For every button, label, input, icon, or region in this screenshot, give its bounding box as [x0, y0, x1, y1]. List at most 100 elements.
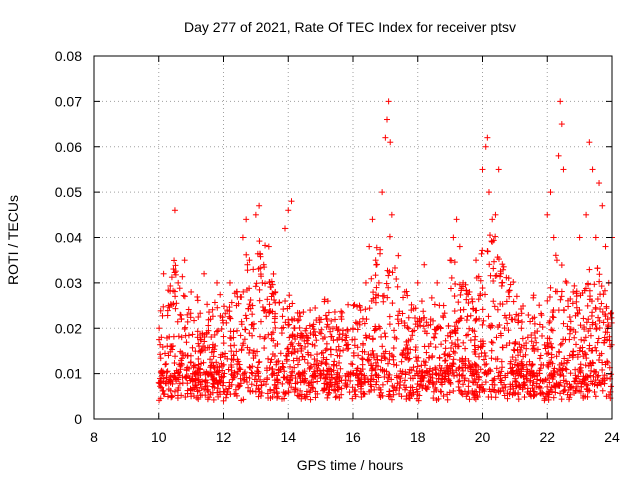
data-point-cloud: [488, 355, 495, 362]
data-point-cloud: [506, 340, 513, 347]
data-point-cloud: [220, 319, 227, 326]
data-point-cloud: [213, 328, 220, 335]
data-point-cloud: [565, 303, 572, 310]
data-point-cloud: [394, 380, 401, 387]
data-point-cloud: [454, 325, 461, 332]
data-point-cloud: [349, 395, 356, 402]
data-point-cloud: [266, 309, 273, 316]
data-point-cloud: [197, 336, 204, 343]
data-point-cloud: [494, 324, 501, 331]
x-tick-label: 18: [410, 429, 426, 445]
data-point: [291, 325, 298, 332]
data-point-cloud: [258, 382, 265, 389]
data-point-cloud: [185, 306, 192, 313]
data-point-cloud: [581, 380, 588, 387]
data-point-cloud: [407, 346, 414, 353]
data-point-cloud: [488, 347, 495, 354]
data-point-cloud: [487, 272, 494, 279]
data-point-cloud: [228, 361, 235, 368]
data-point-cloud: [566, 396, 573, 403]
data-point-cloud: [432, 344, 439, 351]
data-point-cloud: [187, 359, 194, 366]
data-point-cloud: [332, 316, 339, 323]
data-point-cloud: [587, 359, 594, 366]
data-point-cloud: [593, 326, 600, 333]
data-point-cloud: [463, 296, 470, 303]
data-point-cloud: [471, 392, 478, 399]
data-point-cloud: [373, 261, 380, 268]
data-point-cloud: [275, 369, 282, 376]
data-point-cloud: [455, 378, 462, 385]
data-point-cloud: [362, 379, 369, 386]
data-point-cloud: [530, 369, 537, 376]
data-point-cloud: [286, 303, 293, 310]
data-point: [272, 288, 279, 295]
y-axis-ticks: 0 0.01 0.02 0.03 0.04 0.05 0.06 0.07 0.08: [55, 48, 612, 427]
data-point: [547, 189, 554, 196]
data-point-cloud: [256, 286, 263, 293]
data-point: [479, 166, 486, 173]
data-point-cloud: [273, 359, 280, 366]
data-point-cloud: [248, 369, 255, 376]
data-point: [599, 202, 606, 209]
data-point: [388, 211, 395, 218]
data-point-cloud: [310, 331, 317, 338]
data-point-cloud: [309, 341, 316, 348]
data-point-cloud: [264, 374, 271, 381]
data-point-cloud: [524, 376, 531, 383]
data-point-cloud: [320, 367, 327, 374]
data-point: [563, 279, 570, 286]
data-point-cloud: [600, 291, 607, 298]
data-point: [447, 257, 454, 264]
data-point-cloud: [482, 369, 489, 376]
data-point-cloud: [531, 314, 538, 321]
data-point: [239, 234, 246, 241]
data-point-cloud: [528, 338, 535, 345]
data-point-cloud: [234, 327, 241, 334]
data-point-cloud: [271, 319, 278, 326]
data-point-cloud: [228, 371, 235, 378]
data-point-cloud: [536, 302, 543, 309]
data-point-cloud: [533, 380, 540, 387]
data-point: [518, 325, 525, 332]
data-point-cloud: [351, 336, 358, 343]
data-point-cloud: [484, 248, 491, 255]
data-point-cloud: [302, 394, 309, 401]
data-point-cloud: [242, 312, 249, 319]
data-point-cloud: [213, 359, 220, 366]
data-point-cloud: [333, 346, 340, 353]
data-point-cloud: [365, 357, 372, 364]
data-point-cloud: [360, 341, 367, 348]
data-point-cloud: [447, 285, 454, 292]
data-point-cloud: [361, 391, 368, 398]
data-point-cloud: [608, 371, 615, 378]
data-point-cloud: [215, 393, 222, 400]
data-point-cloud: [456, 281, 463, 288]
data-point-cloud: [194, 293, 201, 300]
data-point-cloud: [204, 396, 211, 403]
data-point-cloud: [282, 298, 289, 305]
data-point: [162, 361, 169, 368]
data-point-cloud: [161, 350, 168, 357]
data-point-cloud: [195, 379, 202, 386]
data-point-cloud: [546, 372, 553, 379]
data-point-cloud: [600, 319, 607, 326]
data-point-cloud: [280, 364, 287, 371]
data-point: [356, 302, 363, 309]
data-point-cloud: [174, 318, 181, 325]
data-point-cloud: [390, 345, 397, 352]
data-point-cloud: [178, 334, 185, 341]
data-point-cloud: [445, 322, 452, 329]
data-point-cloud: [289, 369, 296, 376]
data-point-cloud: [249, 311, 256, 318]
data-point: [165, 302, 172, 309]
data-point-cloud: [343, 370, 350, 377]
data-point-cloud: [264, 296, 271, 303]
data-point-cloud: [420, 314, 427, 321]
x-tick-label: 24: [604, 429, 620, 445]
data-point: [395, 252, 402, 259]
data-point-cloud: [580, 315, 587, 322]
data-point-cloud: [479, 306, 486, 313]
data-point-cloud: [284, 345, 291, 352]
data-point-cloud: [273, 361, 280, 368]
